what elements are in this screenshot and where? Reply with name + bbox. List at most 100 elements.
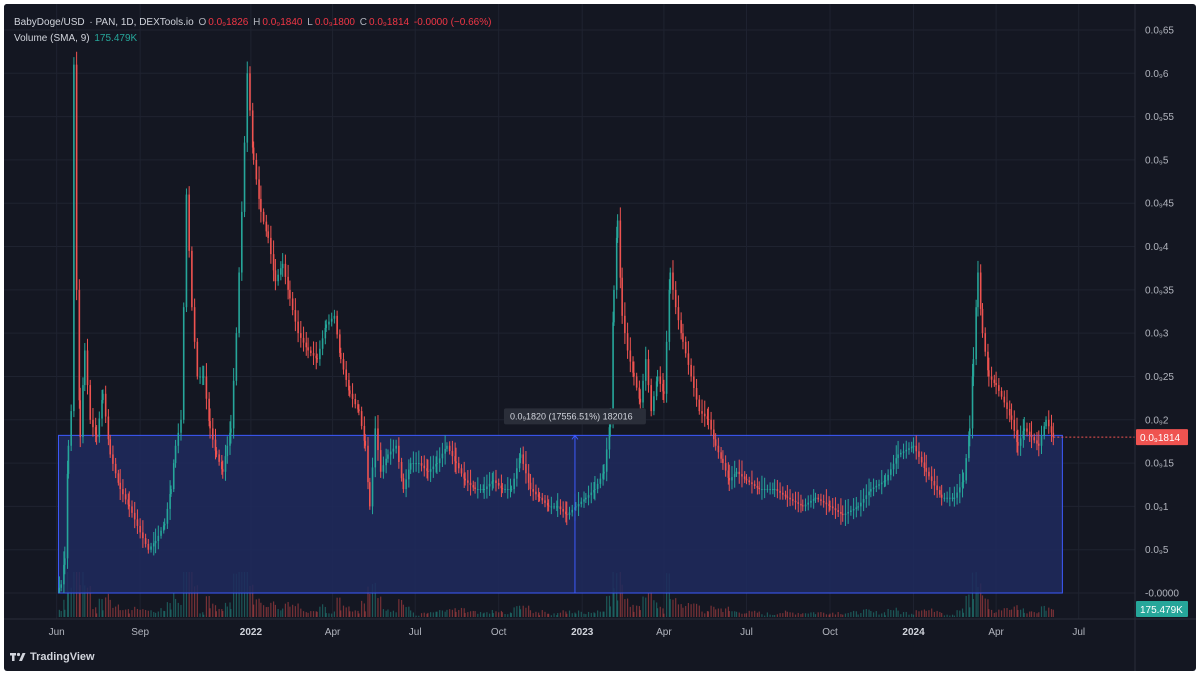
volume-bar xyxy=(243,572,246,617)
volume-bar xyxy=(761,614,763,617)
symbol-name[interactable]: BabyDoge/USD xyxy=(14,17,85,28)
candle-body xyxy=(722,458,724,464)
volume-bar xyxy=(263,605,265,617)
candle-body xyxy=(741,474,743,477)
price-tick-label: 0.0₉5 xyxy=(1145,545,1169,556)
candle-body xyxy=(925,468,928,472)
time-tick-label: 2024 xyxy=(902,627,925,638)
time-axis[interactable]: Jun Sep 2022 Apr Jul Oct 2023 Apr Jul Oct 2024 Apr J… xyxy=(49,627,1086,638)
volume-bar xyxy=(653,600,655,617)
candle-body xyxy=(766,489,769,491)
volume-bar xyxy=(377,598,379,617)
candle-body xyxy=(587,495,590,498)
volume-bar xyxy=(727,606,729,617)
volume-bar xyxy=(764,615,766,617)
volume-bar xyxy=(583,613,585,617)
candle-body xyxy=(385,458,387,466)
candle-body xyxy=(575,506,577,508)
volume-bar xyxy=(60,610,62,617)
candle-body xyxy=(779,490,781,493)
candle-body xyxy=(544,500,546,503)
candle-body xyxy=(230,428,232,433)
candle-body xyxy=(659,376,662,384)
volume-bar xyxy=(319,606,321,617)
price-chart[interactable]: 0.0₉1820 (17556.51%) 182016 0.0₉650.0₉60… xyxy=(4,4,1196,671)
volume-bar xyxy=(287,602,289,617)
candle-body xyxy=(398,445,400,463)
candle-body xyxy=(444,448,446,454)
volume-bar xyxy=(860,612,862,617)
candle-body xyxy=(665,341,668,394)
candle-body xyxy=(486,486,488,490)
volume-bar xyxy=(745,613,748,617)
candle-body xyxy=(321,338,324,349)
candle-body xyxy=(270,237,272,255)
candle-body xyxy=(669,272,672,290)
volume-bar xyxy=(460,607,463,617)
volume-bar xyxy=(682,607,684,617)
candle-body xyxy=(1017,442,1019,446)
candle-body xyxy=(474,487,476,490)
candle-body xyxy=(160,530,162,536)
candle-body xyxy=(426,468,428,471)
volume-bar xyxy=(342,605,345,617)
tradingview-icon xyxy=(10,652,26,661)
candle-body xyxy=(249,73,251,111)
candle-body xyxy=(252,147,255,160)
volume-bar xyxy=(890,610,892,617)
candle-body xyxy=(728,477,731,481)
candle-body xyxy=(804,504,807,507)
volume-bar xyxy=(557,613,559,617)
volume-bar xyxy=(272,601,275,617)
volume-bar xyxy=(292,604,294,617)
candle-body xyxy=(448,445,451,451)
candle-body xyxy=(265,221,268,232)
volume-bar xyxy=(823,612,825,617)
volume-bar xyxy=(988,609,990,617)
candle-body xyxy=(211,428,214,440)
volume-bar xyxy=(363,603,365,617)
price-axis[interactable]: 0.0₉65 0.0₉6 0.0₉55 0.0₉5 0.0₉45 0.0₉4 0.0₉35 0… xyxy=(1145,25,1179,599)
candle-body xyxy=(865,495,868,499)
candle-body xyxy=(872,487,875,490)
volume-bar xyxy=(289,606,291,617)
candle-body xyxy=(605,449,608,472)
symbol-legend[interactable]: BabyDoge/USD · PAN, 1D, DEXTools.io O 0.0… xyxy=(14,17,493,28)
candle-body xyxy=(758,487,761,490)
volume-bar xyxy=(1017,609,1019,617)
volume-bar xyxy=(1050,609,1053,617)
volume-bar xyxy=(1013,606,1015,617)
volume-bar xyxy=(565,611,567,617)
volume-bar xyxy=(371,584,374,617)
volume-bar xyxy=(776,614,778,617)
volume-bar xyxy=(905,611,907,617)
volume-bar xyxy=(426,613,428,617)
volume-bar xyxy=(203,614,205,617)
volume-bar xyxy=(1038,612,1040,617)
time-tick-label: Apr xyxy=(325,627,341,638)
volume-bar xyxy=(398,599,400,617)
candle-body xyxy=(312,353,315,356)
candle-body xyxy=(415,463,417,465)
low-label: L xyxy=(307,17,313,28)
candle-body xyxy=(229,432,231,446)
close-label: C xyxy=(359,17,367,28)
volume-bar xyxy=(695,603,698,617)
volume-bar xyxy=(713,606,715,617)
tradingview-label: TradingView xyxy=(30,651,95,663)
candle-body xyxy=(949,497,951,499)
volume-bar xyxy=(518,605,521,617)
volume-bar xyxy=(446,609,448,617)
candle-body xyxy=(1008,408,1011,416)
tradingview-logo[interactable]: TradingView xyxy=(10,651,95,663)
candle-body xyxy=(482,489,485,491)
candle-body xyxy=(939,490,941,495)
volume-bar xyxy=(857,614,859,617)
candle-body xyxy=(602,473,604,479)
volume-bar xyxy=(305,612,307,617)
volume-bar xyxy=(897,610,899,617)
volume-legend[interactable]: Volume (SMA, 9) 175.479K xyxy=(14,33,139,44)
volume-bar xyxy=(597,610,599,617)
volume-bar xyxy=(792,612,794,617)
candle-body xyxy=(345,369,348,380)
